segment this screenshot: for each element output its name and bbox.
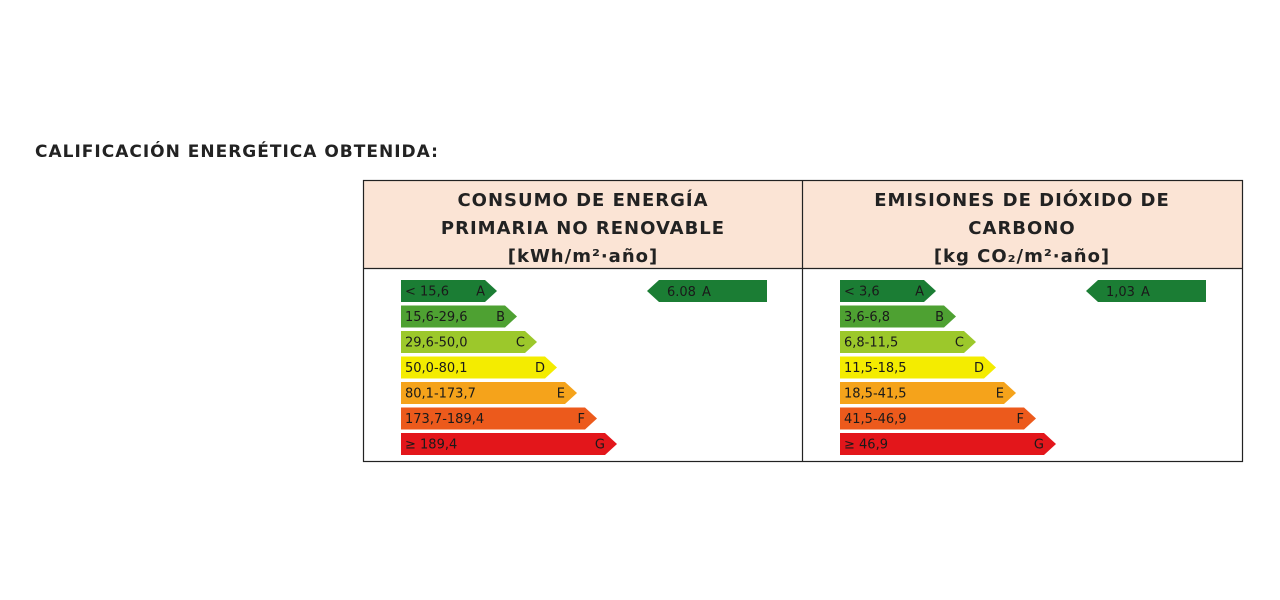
rating-letter: G — [1034, 438, 1044, 453]
rating-letter: B — [935, 310, 944, 325]
rating-bar — [401, 407, 597, 430]
rating-letter: A — [476, 285, 485, 300]
rating-range: ≥ 189,4 — [405, 438, 457, 453]
result-label: 1,03 A — [1106, 285, 1150, 300]
rating-letter: F — [1017, 412, 1024, 427]
rating-range: 18,5-41,5 — [844, 387, 907, 402]
rating-letter: C — [955, 336, 964, 351]
rating-bar — [840, 331, 976, 353]
rating-letter: G — [595, 438, 605, 453]
rating-bar — [401, 280, 497, 302]
header-line: CONSUMO DE ENERGÍA — [457, 189, 708, 211]
page-title: CALIFICACIÓN ENERGÉTICA OBTENIDA: — [35, 140, 439, 162]
result-letter: A — [702, 285, 711, 300]
rating-bar — [840, 433, 1056, 455]
rating-range: 41,5-46,9 — [844, 412, 907, 427]
rating-bar — [401, 433, 617, 455]
rating-range: 15,6-29,6 — [405, 310, 468, 325]
header-line: [kg CO₂/m²·año] — [934, 246, 1110, 267]
rating-range: 29,6-50,0 — [405, 336, 468, 351]
rating-letter: D — [535, 361, 545, 376]
rating-range: < 15,6 — [405, 285, 449, 300]
result-arrow — [647, 280, 767, 302]
rating-bar — [401, 331, 537, 353]
result-label: 6.08 A — [667, 285, 711, 300]
header-line: CARBONO — [968, 218, 1075, 239]
rating-bar — [840, 305, 956, 328]
rating-range: 6,8-11,5 — [844, 336, 898, 351]
rating-bar — [840, 280, 936, 302]
rating-bar — [840, 356, 996, 379]
rating-bar — [401, 305, 517, 328]
rating-letter: E — [557, 387, 565, 402]
rating-range: 11,5-18,5 — [844, 361, 907, 376]
rating-range: ≥ 46,9 — [844, 438, 888, 453]
rating-range: 3,6-6,8 — [844, 310, 890, 325]
rating-range: 50,0-80,1 — [405, 361, 468, 376]
rating-bar — [840, 382, 1016, 404]
rating-letter: D — [974, 361, 984, 376]
header-line: PRIMARIA NO RENOVABLE — [441, 218, 725, 239]
rating-bar — [401, 382, 577, 404]
header-line: EMISIONES DE DIÓXIDO DE — [874, 189, 1170, 211]
rating-letter: E — [996, 387, 1004, 402]
rating-letter: F — [578, 412, 585, 427]
result-arrow — [1086, 280, 1206, 302]
header-line: [kWh/m²·año] — [508, 246, 658, 267]
rating-letter: C — [516, 336, 525, 351]
result-value: 6.08 — [667, 285, 696, 300]
rating-letter: A — [915, 285, 924, 300]
rating-range: 173,7-189,4 — [405, 412, 484, 427]
rating-range: < 3,6 — [844, 285, 880, 300]
rating-letter: B — [496, 310, 505, 325]
rating-bar — [401, 356, 557, 379]
rating-range: 80,1-173,7 — [405, 387, 476, 402]
rating-bar — [840, 407, 1036, 430]
result-value: 1,03 — [1106, 285, 1135, 300]
result-letter: A — [1141, 285, 1150, 300]
